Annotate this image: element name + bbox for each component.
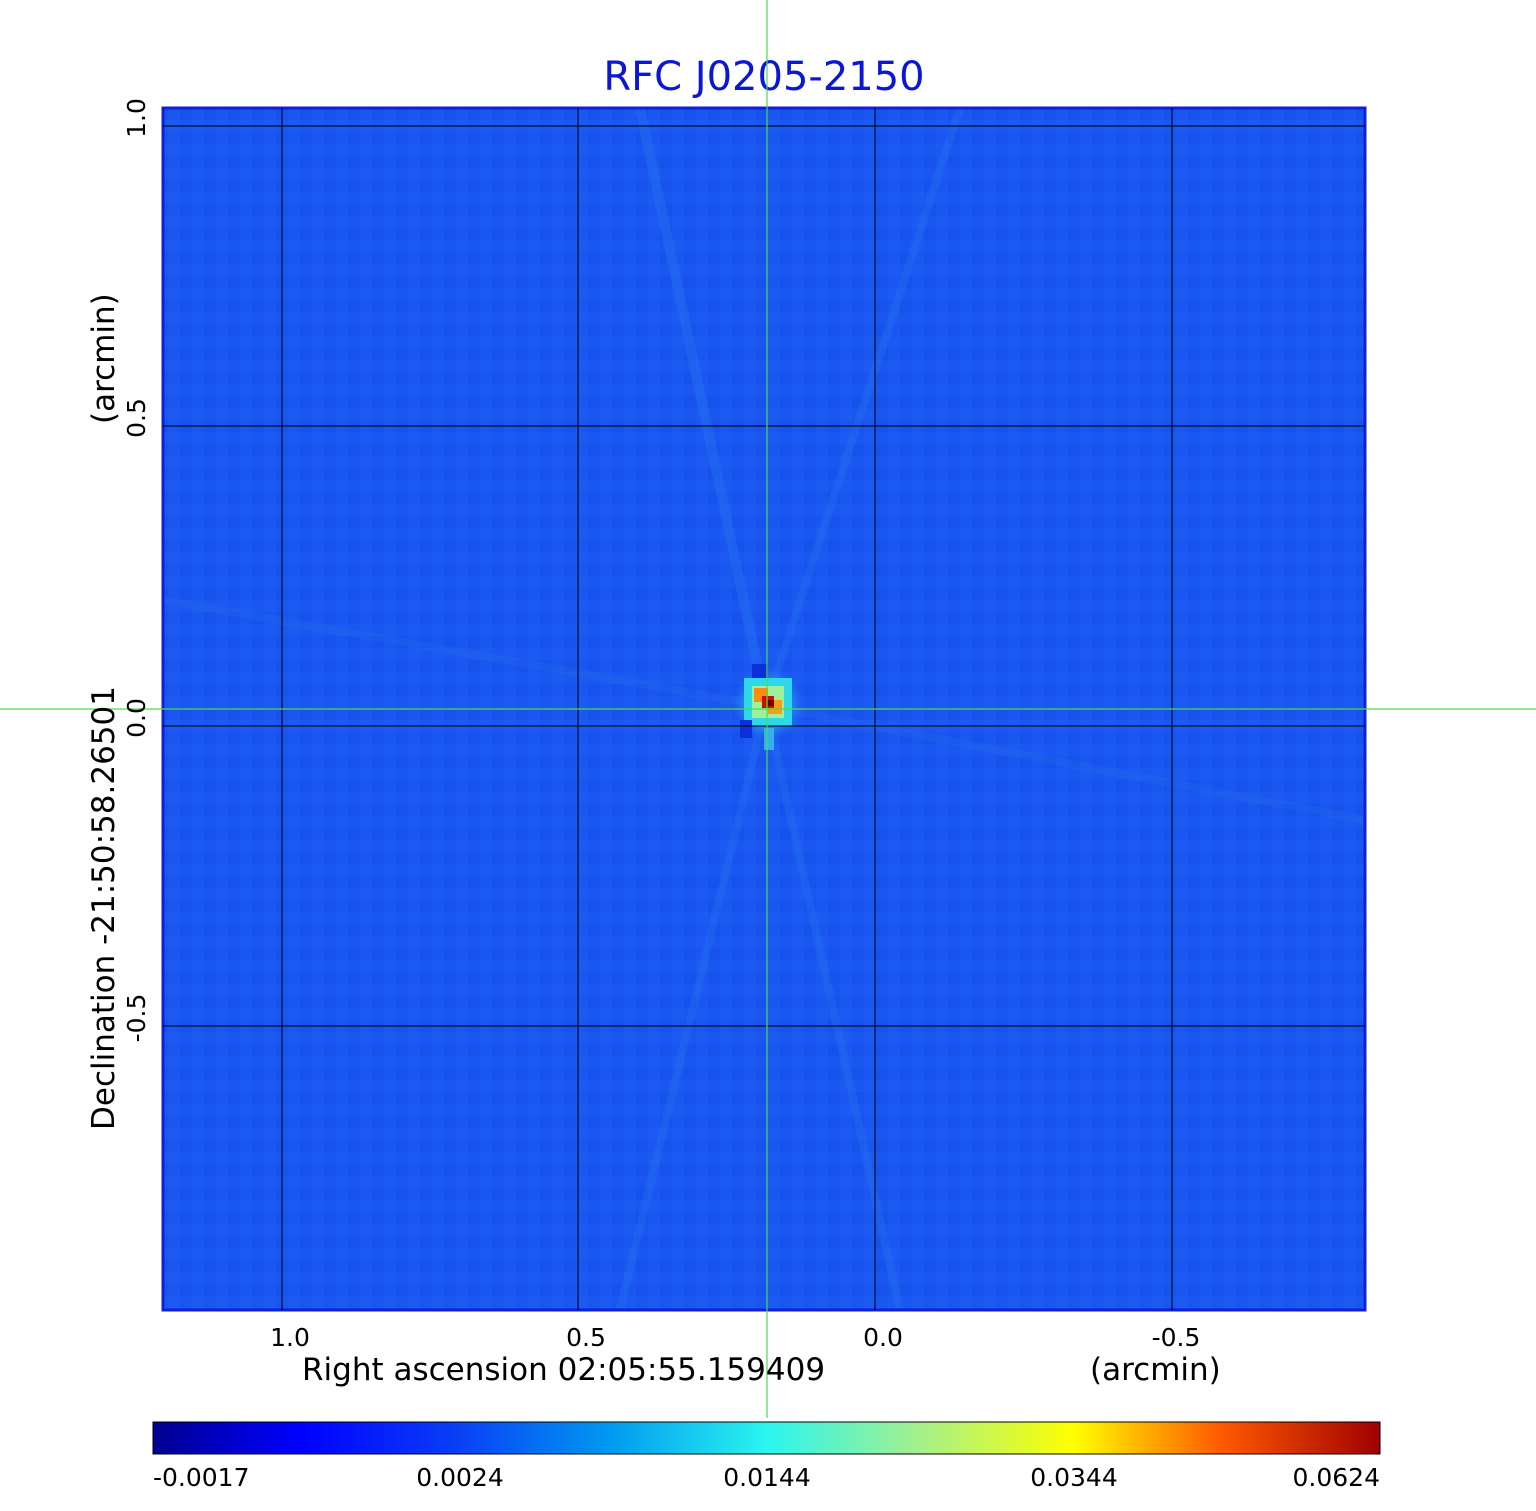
x-tick-label: 1.0 <box>270 1323 310 1352</box>
colorbar: -0.0017 0.0024 0.0144 0.0344 0.0624 <box>152 1421 1381 1492</box>
y-tick-label: 0.0 <box>122 698 151 738</box>
bright-source <box>740 664 792 750</box>
y-tick-label: 1.0 <box>122 98 151 138</box>
x-tick-label: 0.5 <box>566 1323 606 1352</box>
colorbar-tick-label: 0.0624 <box>1293 1463 1380 1492</box>
x-tick-labels: 1.0 0.5 0.0 -0.5 <box>270 1323 1200 1352</box>
colorbar-gradient <box>152 1421 1381 1455</box>
x-tick-label: 0.0 <box>863 1323 903 1352</box>
x-tick-label: -0.5 <box>1152 1323 1201 1352</box>
colorbar-tick-label: 0.0024 <box>416 1463 503 1492</box>
sidelobe-streaks <box>163 108 1365 1310</box>
y-axis-unit: (arcmin) <box>86 293 122 424</box>
x-axis-label: Right ascension 02:05:55.159409 <box>302 1352 825 1388</box>
y-tick-label: 0.5 <box>122 398 151 438</box>
colorbar-tick-label: 0.0344 <box>1030 1463 1117 1492</box>
colorbar-tick-label: -0.0017 <box>153 1463 250 1492</box>
y-axis-label: Declination -21:50:58.26501 <box>86 686 122 1130</box>
y-tick-labels: 1.0 0.5 0.0 -0.5 <box>122 98 151 1042</box>
chart-title: RFC J0205-2150 <box>603 54 924 100</box>
y-tick-label: -0.5 <box>122 994 151 1043</box>
crosshair <box>0 0 1536 1418</box>
x-axis-unit: (arcmin) <box>1090 1352 1221 1388</box>
colorbar-tick-label: 0.0144 <box>723 1463 810 1492</box>
